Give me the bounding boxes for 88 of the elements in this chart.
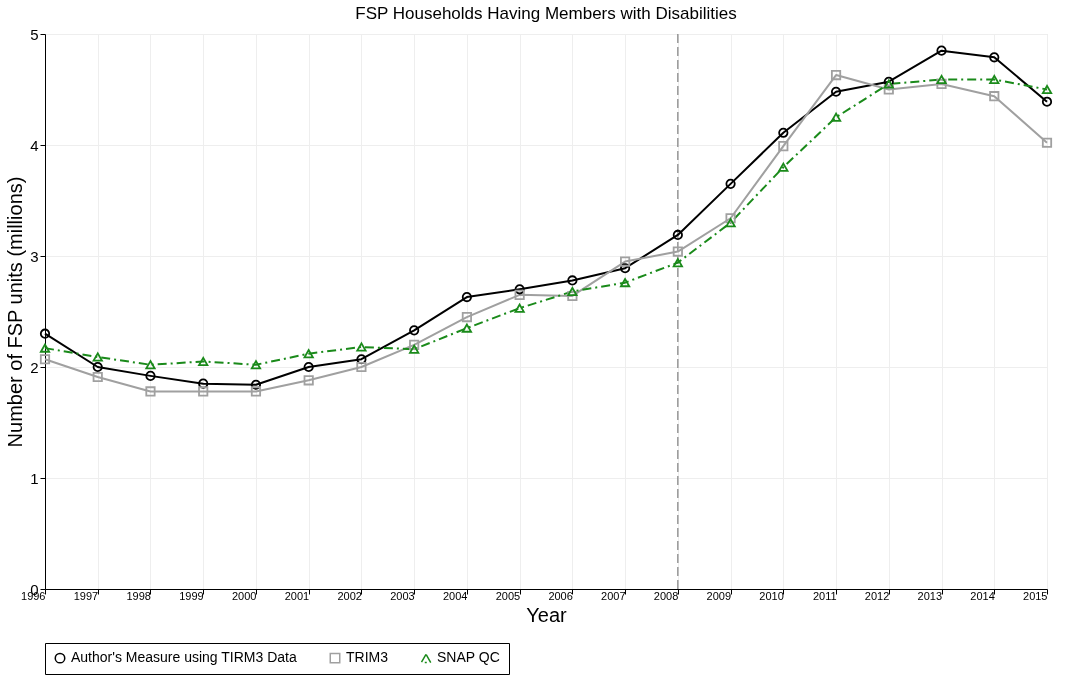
point bbox=[145, 370, 156, 381]
x-tick-label: 2001 bbox=[284, 589, 310, 602]
x-tick-label: 2007 bbox=[601, 589, 626, 602]
legend-label: TRIM3 bbox=[346, 649, 389, 666]
point bbox=[725, 213, 736, 224]
point bbox=[250, 379, 262, 390]
point bbox=[778, 127, 789, 138]
x-tick-label: 2011 bbox=[812, 589, 837, 602]
point bbox=[567, 290, 578, 302]
point bbox=[567, 275, 578, 286]
x-tick-label: 2013 bbox=[917, 589, 943, 602]
point bbox=[1041, 84, 1053, 95]
point bbox=[989, 74, 1000, 85]
point bbox=[39, 328, 51, 339]
point bbox=[514, 303, 525, 313]
x-tick-label: 1999 bbox=[179, 589, 204, 602]
x-tick-label: 2010 bbox=[759, 589, 784, 602]
point bbox=[672, 246, 683, 257]
point bbox=[620, 263, 631, 274]
legend-label: SNAP QC bbox=[437, 649, 500, 666]
y-tick-label: 2 bbox=[30, 358, 39, 376]
x-tick-label: 2005 bbox=[495, 589, 521, 602]
point bbox=[356, 342, 367, 352]
point bbox=[356, 354, 367, 365]
y-tick-label: 3 bbox=[30, 247, 39, 265]
point bbox=[409, 339, 420, 350]
point bbox=[620, 278, 631, 288]
x-tick-label: 2012 bbox=[864, 589, 890, 602]
point bbox=[514, 289, 525, 300]
x-tick-label: 2006 bbox=[548, 589, 573, 602]
x-tick-label: 2008 bbox=[653, 589, 679, 602]
y-tick-label: 4 bbox=[30, 136, 39, 154]
point bbox=[303, 361, 314, 373]
x-tick-label: 2000 bbox=[231, 589, 257, 602]
point bbox=[1041, 96, 1053, 107]
x-tick-label: 1998 bbox=[126, 589, 151, 602]
y-tick-label: 1 bbox=[30, 469, 39, 487]
point bbox=[936, 45, 947, 56]
x-tick-label: 2003 bbox=[390, 589, 415, 602]
x-tick-label: 2015 bbox=[1023, 589, 1048, 602]
point bbox=[778, 141, 789, 152]
point bbox=[198, 356, 209, 366]
point bbox=[672, 229, 683, 240]
point bbox=[830, 86, 842, 97]
y-axis-title: Number of FSP units (millions) bbox=[4, 176, 27, 448]
point bbox=[461, 323, 472, 333]
point bbox=[461, 292, 472, 303]
point bbox=[303, 375, 314, 386]
x-tick-label: 2009 bbox=[706, 589, 732, 602]
point bbox=[830, 112, 842, 122]
point bbox=[461, 311, 472, 323]
point bbox=[356, 361, 367, 373]
point bbox=[778, 162, 789, 172]
point bbox=[409, 325, 420, 336]
point bbox=[92, 371, 103, 383]
x-tick-label: 2004 bbox=[442, 589, 468, 602]
point bbox=[936, 78, 947, 90]
chart-title: FSP Households Having Members with Disabilities bbox=[355, 4, 737, 23]
point bbox=[936, 74, 947, 85]
x-tick-label: 2002 bbox=[337, 589, 362, 602]
legend-label: Author's Measure using TIRM3 Data bbox=[71, 649, 297, 666]
point bbox=[620, 256, 631, 267]
point bbox=[39, 354, 51, 365]
point bbox=[250, 386, 262, 397]
point bbox=[198, 378, 209, 389]
point bbox=[883, 84, 894, 95]
x-tick-label: 1997 bbox=[73, 589, 99, 602]
point bbox=[198, 386, 209, 397]
point bbox=[725, 178, 736, 189]
point bbox=[409, 344, 420, 354]
point bbox=[39, 343, 51, 353]
point bbox=[672, 258, 683, 268]
point bbox=[989, 52, 1000, 63]
point bbox=[830, 69, 842, 81]
point bbox=[145, 360, 156, 370]
point bbox=[1041, 137, 1053, 148]
point bbox=[145, 386, 156, 397]
point bbox=[303, 349, 314, 359]
x-axis-title: Year bbox=[526, 603, 568, 626]
point bbox=[725, 218, 736, 228]
point bbox=[92, 361, 103, 373]
x-tick-label: 2014 bbox=[970, 589, 995, 602]
point bbox=[514, 284, 525, 295]
y-tick-label: 5 bbox=[30, 25, 39, 43]
point bbox=[567, 287, 578, 297]
point bbox=[92, 352, 103, 362]
point bbox=[989, 91, 1000, 102]
point bbox=[250, 360, 262, 370]
